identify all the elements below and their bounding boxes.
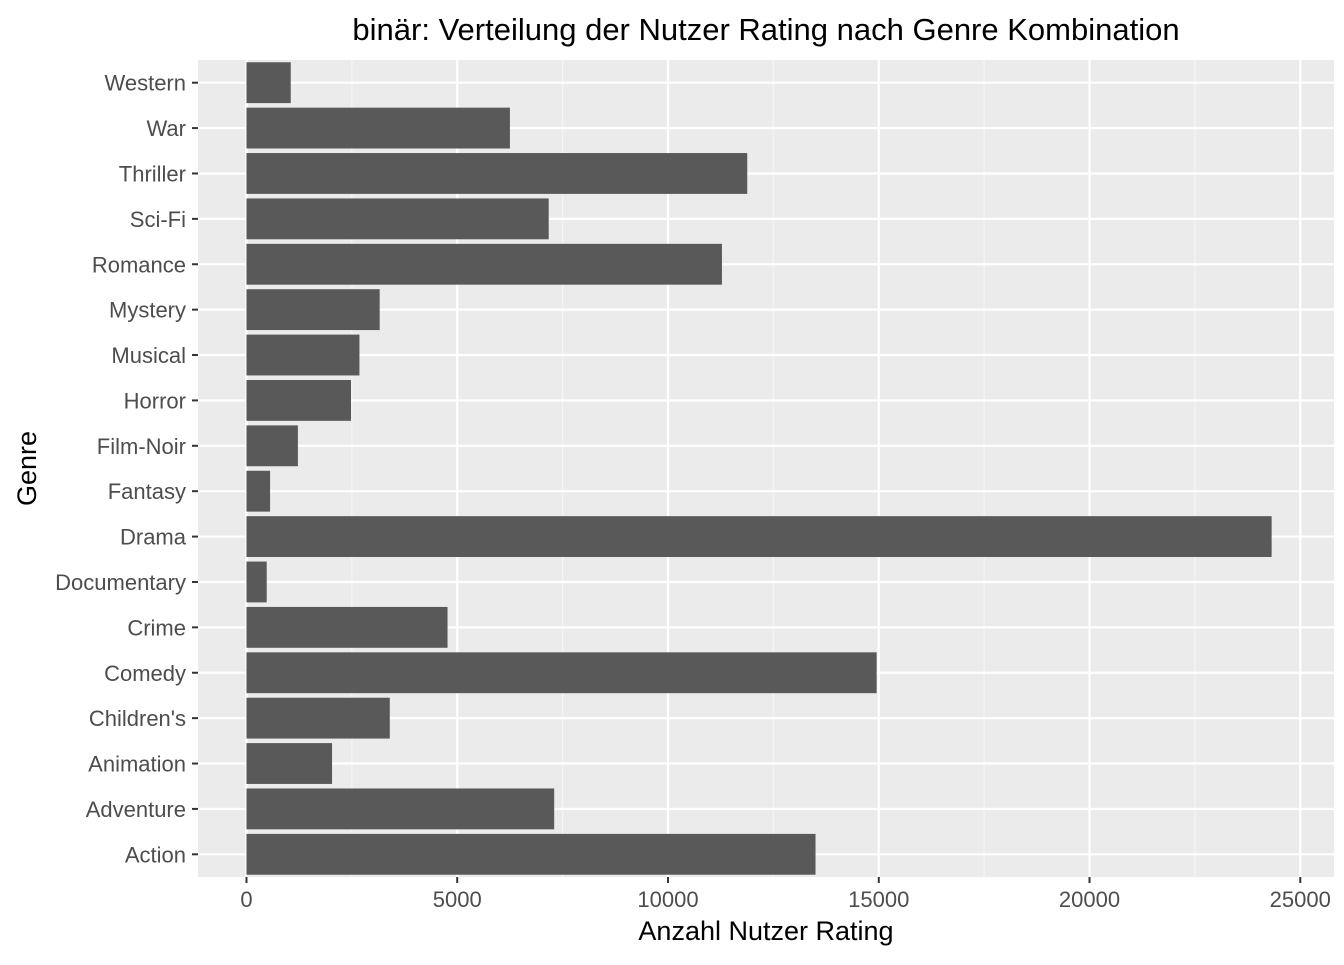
y-tick-label: Adventure bbox=[86, 797, 186, 822]
x-tick-label: 10000 bbox=[637, 887, 698, 912]
bar-western bbox=[246, 62, 291, 104]
x-tick-label: 20000 bbox=[1059, 887, 1120, 912]
bar-animation bbox=[246, 743, 333, 784]
chart-title: binär: Verteilung der Nutzer Rating nach… bbox=[352, 12, 1179, 47]
plot-panel bbox=[198, 60, 1334, 877]
bar-adventure bbox=[246, 788, 555, 830]
bar-war bbox=[246, 107, 510, 149]
y-tick-label: Animation bbox=[88, 752, 186, 777]
x-tick-label: 0 bbox=[240, 887, 252, 912]
major-gridlines bbox=[198, 60, 1334, 877]
y-tick-label: Children's bbox=[89, 706, 186, 731]
bar-crime bbox=[246, 606, 448, 648]
bar-fantasy bbox=[246, 470, 271, 512]
y-tick-label: Action bbox=[125, 842, 186, 867]
bars-group bbox=[246, 62, 1272, 875]
y-tick-label: Fantasy bbox=[108, 479, 186, 504]
x-axis: 0 5000 10000 15000 20000 25000 bbox=[240, 877, 1331, 912]
x-tick-label: 5000 bbox=[433, 887, 482, 912]
bar-action bbox=[246, 833, 816, 875]
bar-film-noir bbox=[246, 425, 298, 467]
y-tick-label: Documentary bbox=[55, 570, 186, 595]
bar-mystery bbox=[246, 289, 380, 331]
y-tick-label: Thriller bbox=[119, 161, 186, 186]
y-tick-label: Comedy bbox=[104, 661, 186, 686]
bar-comedy bbox=[246, 652, 877, 694]
y-tick-label: Horror bbox=[124, 388, 186, 413]
x-tick-label: 15000 bbox=[848, 887, 909, 912]
minor-gridlines bbox=[351, 60, 1196, 877]
y-tick-label: Film-Noir bbox=[97, 434, 186, 459]
bar-sci-fi bbox=[246, 198, 549, 240]
bar-romance bbox=[246, 243, 722, 285]
y-tick-label: Crime bbox=[127, 615, 186, 640]
y-axis: Action Adventure Animation Children's Comedy… bbox=[55, 71, 198, 867]
x-tick-label: 25000 bbox=[1270, 887, 1331, 912]
y-tick-label: Drama bbox=[120, 525, 187, 550]
bar-musical bbox=[246, 334, 360, 376]
y-tick-label: Mystery bbox=[109, 298, 186, 323]
y-tick-label: Sci-Fi bbox=[130, 207, 186, 232]
x-axis-title: Anzahl Nutzer Rating bbox=[638, 916, 893, 946]
bar-children-s bbox=[246, 697, 390, 739]
y-tick-label: War bbox=[146, 116, 186, 141]
bar-thriller bbox=[246, 153, 748, 194]
bar-horror bbox=[246, 379, 352, 421]
bar-documentary bbox=[246, 561, 267, 603]
y-tick-label: Western bbox=[104, 71, 186, 96]
y-tick-label: Musical bbox=[111, 343, 186, 368]
y-axis-title: Genre bbox=[12, 431, 42, 506]
y-tick-label: Romance bbox=[92, 252, 186, 277]
bar-drama bbox=[246, 516, 1272, 558]
